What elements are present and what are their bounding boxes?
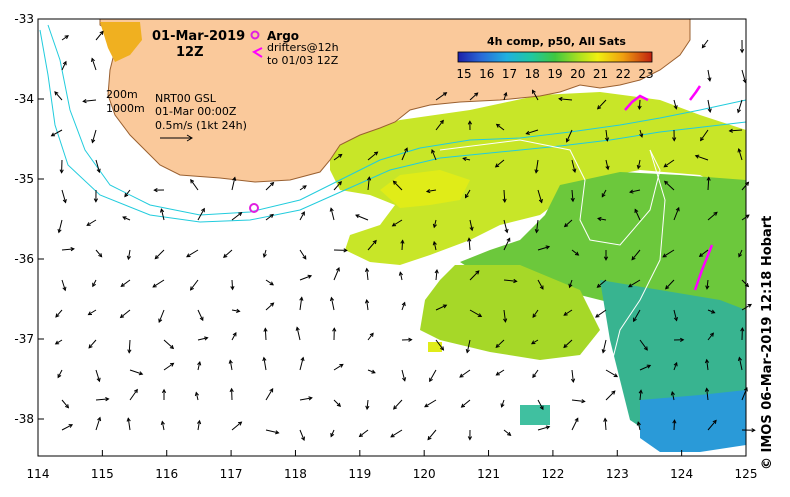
colorbar-tick-label: 16 xyxy=(479,67,494,81)
colorbar-tick-label: 18 xyxy=(525,67,540,81)
drifter-legend-label: drifters@12h xyxy=(267,41,339,54)
lon-tick-label: 124 xyxy=(670,467,693,481)
colorbar-tick-label: 23 xyxy=(638,67,653,81)
lon-tick-label: 119 xyxy=(348,467,371,481)
contour-1000-label: 1000m xyxy=(106,102,145,115)
lon-tick-label: 125 xyxy=(735,467,758,481)
lon-tick-label: 114 xyxy=(27,467,50,481)
lon-tick-label: 122 xyxy=(541,467,564,481)
lon-tick-label: 123 xyxy=(606,467,629,481)
contour-200-label: 200m xyxy=(106,88,138,101)
colorbar xyxy=(458,52,652,62)
colorbar-tick-label: 21 xyxy=(593,67,608,81)
lon-tick-label: 118 xyxy=(284,467,307,481)
colorbar-title: 4h comp, p50, All Sats xyxy=(487,35,626,48)
drifter-legend-sublabel: to 01/03 12Z xyxy=(267,54,339,67)
colorbar-tick-label: 20 xyxy=(570,67,585,81)
colorbar-tick-label: 22 xyxy=(616,67,631,81)
colorbar-tick-label: 17 xyxy=(502,67,517,81)
lat-tick-label: -36 xyxy=(14,252,34,266)
lat-tick-label: -34 xyxy=(14,92,34,106)
map-date: 01-Mar-2019 xyxy=(152,29,245,44)
lat-tick-label: -38 xyxy=(14,412,34,426)
credit-text: © IMOS 06-Mar-2019 12:18 Hobart xyxy=(760,30,780,470)
product-name: NRT00 GSL xyxy=(155,92,217,105)
lat-tick-label: -35 xyxy=(14,172,34,186)
lon-tick-label: 117 xyxy=(220,467,243,481)
map-time: 12Z xyxy=(176,45,204,60)
lat-tick-label: -37 xyxy=(14,332,34,346)
colorbar-tick-label: 15 xyxy=(456,67,471,81)
sst-patch xyxy=(428,342,442,352)
colorbar-ticks: 15 16 17 18 19 20 21 22 23 xyxy=(456,67,653,81)
colorbar-tick-label: 19 xyxy=(547,67,562,81)
lon-tick-label: 121 xyxy=(477,467,500,481)
sst-swath-blue xyxy=(640,390,746,452)
lon-tick-label: 116 xyxy=(155,467,178,481)
product-time: 01-Mar 00:00Z xyxy=(155,105,237,118)
sst-patch xyxy=(520,405,550,425)
velocity-scale-label: 0.5m/s (1kt 24h) xyxy=(155,119,247,132)
lon-tick-label: 115 xyxy=(91,467,114,481)
lon-tick-label: 120 xyxy=(413,467,436,481)
lat-tick-label: -33 xyxy=(14,12,34,26)
